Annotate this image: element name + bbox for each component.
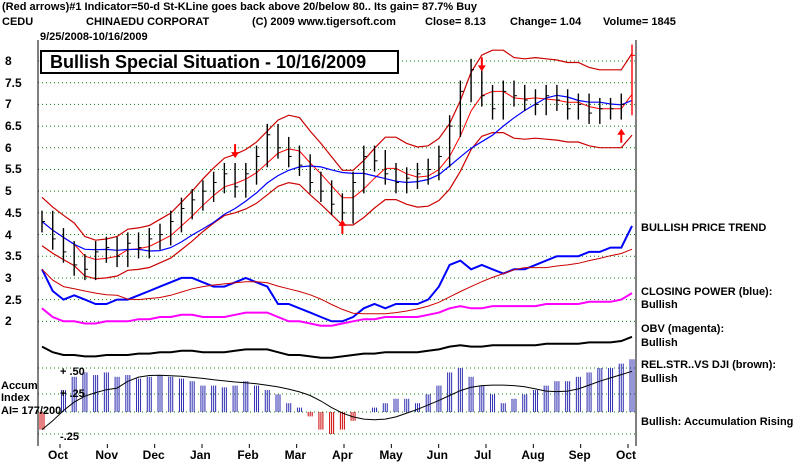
- x-tick-label: May: [379, 448, 403, 462]
- y-tick-label: 4.5: [5, 205, 22, 220]
- signal-arrow-down: [477, 57, 486, 72]
- x-tick-label: Jul: [474, 448, 492, 462]
- accum-label-line1: Accum: [1, 380, 38, 392]
- accum-tick-plus50: + .50: [60, 366, 85, 378]
- chart-grid: [37, 40, 637, 448]
- y-tick-label: 6: [5, 140, 12, 155]
- x-tick-label: Apr: [332, 448, 353, 462]
- y-tick-label: 3: [5, 270, 12, 285]
- indicator-description: (Red arrows)#1 Indicator=50-d St-KLine g…: [2, 1, 477, 13]
- rel-strength-line: [41, 335, 633, 359]
- ticker-symbol: CEDU: [2, 16, 34, 28]
- closing-power-ma-line: [41, 248, 633, 315]
- closing-power-line: [41, 225, 633, 323]
- y-tick-label: 8: [5, 54, 12, 68]
- signal-arrow-up: [617, 128, 626, 143]
- y-tick-label: 2: [5, 314, 12, 329]
- y-tick-label: 7.5: [5, 75, 22, 90]
- date-range: 9/25/2008-10/16/2009: [40, 31, 148, 43]
- arrow-head: [231, 152, 240, 159]
- accum-index-histogram: [39, 359, 635, 434]
- side-label-rel-strength: REL.STR..VS DJI (brown):: [641, 359, 777, 371]
- accum-tick-plus25: + .25: [60, 388, 85, 400]
- signal-arrow-down: [231, 144, 240, 159]
- x-tick-label: Feb: [237, 448, 259, 462]
- y-tick-label: 2.5: [5, 292, 22, 307]
- volume-value: Volume= 1845: [603, 16, 676, 28]
- arrow-head: [617, 128, 626, 135]
- side-label-closing-power-status: Bullish: [641, 299, 678, 311]
- lower-band-line: [41, 132, 633, 280]
- y-tick-label: 5: [5, 184, 12, 199]
- indicator-lines: [41, 225, 633, 359]
- accum-label-line3: AI= 177/200: [1, 405, 62, 417]
- y-tick-label: 5.5: [5, 162, 22, 177]
- x-tick-label: Sep: [568, 448, 591, 462]
- side-label-obv: OBV (magenta):: [641, 323, 725, 335]
- accum-label-line2: Index: [1, 392, 30, 404]
- x-tick-label: Nov: [95, 448, 118, 462]
- short-moving-average-line: [41, 90, 633, 261]
- close-value: Close= 8.13: [425, 16, 486, 28]
- arrow-head: [477, 65, 486, 72]
- change-value: Change= 1.04: [510, 16, 582, 28]
- chart-title: Bullish Special Situation - 10/16/2009: [40, 50, 399, 74]
- side-label-rel-strength-status: Bullish: [641, 373, 678, 385]
- signal-arrow-up: [338, 219, 347, 234]
- arrow-head: [338, 219, 347, 226]
- y-tick-label: 4: [5, 227, 12, 242]
- side-label-closing-power: CLOSING POWER (blue):: [641, 286, 773, 298]
- side-label-price-trend: BULLISH PRICE TREND: [641, 222, 767, 234]
- x-tick-label: Jun: [426, 448, 448, 462]
- band-lines: [41, 49, 633, 280]
- x-tick-label: Dec: [142, 448, 165, 462]
- long-moving-average-line: [41, 94, 633, 252]
- x-tick-label: Oct: [48, 448, 69, 462]
- x-tick-label: Oct: [616, 448, 637, 462]
- y-tick-label: 3.5: [5, 249, 22, 264]
- copyright-text: (C) 2009 www.tigersoft.com: [252, 16, 396, 28]
- y-tick-label: 6.5: [5, 119, 22, 134]
- y-tick-label: 7: [5, 97, 12, 112]
- side-label-accumulation: Bullish: Accumulation Rising: [641, 416, 794, 428]
- price-bars: [41, 44, 635, 281]
- obv-line: [41, 292, 633, 327]
- upper-band-line: [41, 49, 633, 241]
- signal-arrows: [231, 57, 626, 234]
- company-name: CHINAEDU CORPORAT: [86, 16, 210, 28]
- x-tick-label: Jan: [190, 448, 211, 462]
- side-label-obv-status: Bullish: [641, 337, 678, 349]
- accum-tick-minus25: -.25: [60, 431, 79, 443]
- x-tick-label: Aug: [521, 448, 545, 462]
- accum-ma-line: [41, 370, 633, 430]
- x-tick-label: Mar: [284, 448, 306, 462]
